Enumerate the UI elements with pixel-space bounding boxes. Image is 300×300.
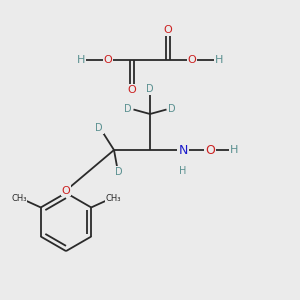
Text: D: D (115, 167, 122, 177)
Text: D: D (146, 84, 154, 94)
Text: O: O (164, 25, 172, 35)
Text: O: O (61, 185, 70, 196)
Text: N: N (178, 143, 188, 157)
Text: CH₃: CH₃ (105, 194, 121, 203)
Text: O: O (188, 55, 196, 65)
Text: D: D (168, 104, 176, 115)
Text: O: O (103, 55, 112, 65)
Text: H: H (77, 55, 85, 65)
Text: D: D (95, 123, 103, 133)
Text: H: H (179, 166, 187, 176)
Text: CH₃: CH₃ (11, 194, 27, 203)
Text: D: D (124, 104, 132, 115)
Text: H: H (215, 55, 223, 65)
Text: O: O (128, 85, 136, 95)
Text: O: O (205, 143, 215, 157)
Text: H: H (230, 145, 238, 155)
